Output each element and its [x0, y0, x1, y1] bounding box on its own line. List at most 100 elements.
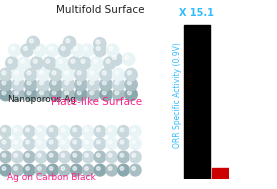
Circle shape — [25, 88, 37, 101]
Circle shape — [87, 88, 99, 101]
Circle shape — [79, 57, 91, 69]
Circle shape — [132, 167, 135, 170]
Circle shape — [0, 68, 12, 81]
Circle shape — [125, 88, 137, 101]
Circle shape — [27, 36, 39, 49]
Circle shape — [85, 167, 88, 170]
Circle shape — [21, 59, 25, 63]
Circle shape — [112, 55, 116, 60]
Circle shape — [94, 151, 106, 163]
Circle shape — [125, 78, 137, 91]
Circle shape — [108, 128, 112, 132]
Circle shape — [132, 128, 135, 132]
Circle shape — [2, 91, 6, 95]
Circle shape — [96, 167, 100, 170]
Circle shape — [8, 59, 12, 63]
Circle shape — [12, 68, 24, 81]
Bar — [212, 168, 229, 179]
Circle shape — [27, 81, 31, 85]
Circle shape — [27, 91, 31, 95]
Circle shape — [12, 78, 24, 91]
Circle shape — [23, 164, 35, 176]
Circle shape — [26, 140, 29, 144]
Circle shape — [2, 167, 6, 170]
Circle shape — [35, 164, 47, 176]
Circle shape — [96, 40, 100, 44]
Circle shape — [84, 46, 88, 50]
Circle shape — [36, 46, 40, 50]
Circle shape — [59, 164, 70, 176]
Text: Ag on Carbon Black: Ag on Carbon Black — [7, 173, 96, 182]
Circle shape — [0, 138, 11, 150]
Circle shape — [125, 55, 129, 60]
Circle shape — [58, 59, 62, 63]
Circle shape — [63, 36, 76, 49]
Text: ORR Specific Activity (0.9V): ORR Specific Activity (0.9V) — [173, 43, 182, 148]
Circle shape — [82, 151, 94, 163]
Circle shape — [106, 138, 117, 150]
Circle shape — [96, 140, 100, 144]
Circle shape — [0, 78, 12, 91]
Circle shape — [100, 88, 112, 101]
Circle shape — [52, 91, 56, 95]
Circle shape — [104, 57, 116, 69]
Circle shape — [50, 68, 62, 81]
Circle shape — [108, 140, 112, 144]
Circle shape — [59, 138, 70, 150]
Circle shape — [106, 164, 117, 176]
Circle shape — [106, 44, 119, 57]
Circle shape — [62, 88, 75, 101]
Circle shape — [0, 125, 11, 137]
Circle shape — [73, 167, 76, 170]
Circle shape — [37, 88, 49, 101]
Circle shape — [52, 71, 56, 75]
Circle shape — [12, 88, 24, 101]
Circle shape — [37, 153, 41, 157]
Circle shape — [90, 71, 94, 75]
Circle shape — [47, 151, 58, 163]
Circle shape — [115, 81, 119, 85]
Circle shape — [120, 153, 124, 157]
Circle shape — [40, 81, 43, 85]
Circle shape — [14, 91, 18, 95]
Circle shape — [37, 78, 49, 91]
Circle shape — [94, 59, 98, 63]
Circle shape — [85, 153, 88, 157]
Circle shape — [130, 151, 141, 163]
Circle shape — [65, 91, 69, 95]
Circle shape — [75, 78, 87, 91]
Circle shape — [26, 167, 29, 170]
Circle shape — [59, 151, 70, 163]
Circle shape — [85, 128, 88, 132]
Circle shape — [75, 88, 87, 101]
Circle shape — [47, 125, 58, 137]
Circle shape — [46, 44, 58, 57]
Circle shape — [21, 44, 33, 57]
Circle shape — [130, 125, 141, 137]
Circle shape — [62, 68, 75, 81]
Circle shape — [49, 167, 53, 170]
Circle shape — [50, 88, 62, 101]
Circle shape — [35, 138, 47, 150]
Circle shape — [11, 46, 15, 50]
Circle shape — [14, 167, 18, 170]
Circle shape — [33, 59, 37, 63]
Circle shape — [14, 71, 18, 75]
Circle shape — [120, 128, 124, 132]
Circle shape — [24, 46, 27, 50]
Circle shape — [14, 140, 18, 144]
Circle shape — [2, 153, 6, 157]
Circle shape — [94, 44, 106, 57]
Circle shape — [112, 68, 125, 81]
Circle shape — [46, 59, 50, 63]
Circle shape — [106, 125, 117, 137]
Circle shape — [120, 167, 124, 170]
Circle shape — [125, 68, 137, 81]
Circle shape — [61, 140, 65, 144]
Circle shape — [77, 81, 81, 85]
Circle shape — [26, 153, 29, 157]
Circle shape — [37, 140, 41, 144]
Circle shape — [49, 140, 53, 144]
Circle shape — [68, 57, 81, 69]
Circle shape — [122, 53, 135, 65]
